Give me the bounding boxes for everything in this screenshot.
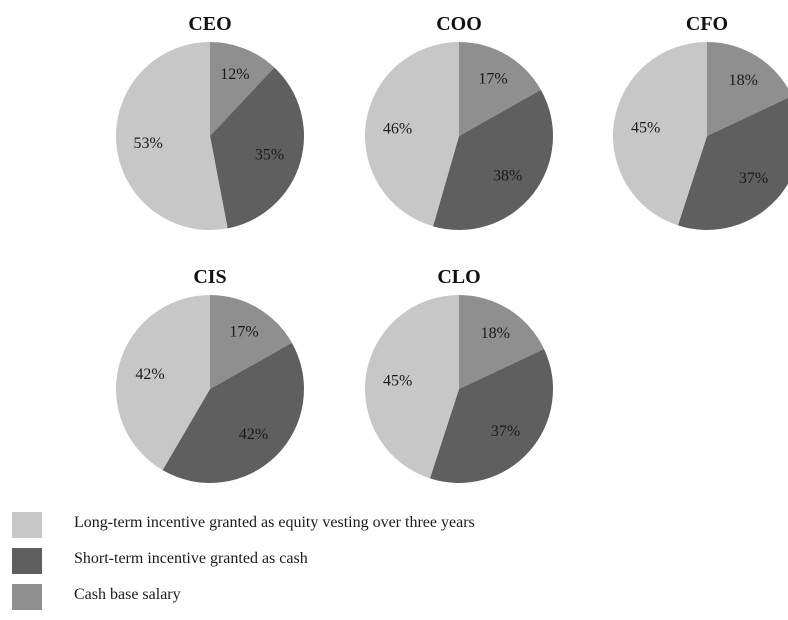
legend-swatch-cash-base: [12, 584, 42, 610]
pie-slice-ceo-cash-base: [210, 42, 275, 136]
slice-label-cfo-long-term: 45%: [631, 119, 660, 136]
pie-slice-clo-long-term: [364, 295, 459, 479]
pie-ceo: CEO 12% 35% 53%: [116, 13, 305, 230]
pie-slice-coo-cash-base: [459, 42, 541, 136]
slice-label-cis-long-term: 42%: [135, 366, 164, 383]
pie-slice-cis-long-term: [116, 295, 210, 471]
pie-slice-clo-short-term: [429, 348, 553, 483]
pie-slice-cis-short-term: [162, 342, 304, 483]
pie-cfo: CFO 18% 37% 45%: [612, 13, 788, 230]
pie-slice-ceo-short-term: [210, 67, 305, 229]
pie-cis: CIS 17% 42% 42%: [116, 266, 304, 483]
slice-label-cis-cash-base: 17%: [229, 324, 258, 341]
legend-label-long-term: Long-term incentive granted as equity ve…: [74, 514, 475, 531]
legend-label-cash-base: Cash base salary: [74, 586, 181, 603]
pie-slice-cfo-cash-base: [707, 42, 788, 136]
slice-label-coo-short-term: 38%: [493, 168, 522, 185]
slice-label-clo-short-term: 37%: [491, 423, 520, 440]
legend-item-long-term: Long-term incentive granted as equity ve…: [12, 508, 712, 544]
pie-slice-coo-long-term: [365, 42, 459, 227]
pie-slice-cfo-short-term: [677, 97, 788, 230]
legend-swatch-long-term: [12, 512, 42, 538]
legend-item-short-term: Short-term incentive granted as cash: [12, 544, 712, 580]
pie-slice-clo-cash-base: [459, 295, 545, 389]
legend: Long-term incentive granted as equity ve…: [12, 508, 712, 616]
slice-label-clo-long-term: 45%: [383, 372, 412, 389]
legend-item-cash-base: Cash base salary: [12, 580, 712, 616]
slice-label-cfo-short-term: 37%: [739, 170, 768, 187]
legend-label-short-term: Short-term incentive granted as cash: [74, 550, 308, 567]
slice-label-cfo-cash-base: 18%: [729, 72, 758, 89]
slice-label-ceo-long-term: 53%: [134, 135, 163, 152]
pie-title-coo: COO: [436, 13, 482, 35]
pie-coo: COO 17% 38% 46%: [365, 13, 553, 230]
pie-slice-ceo-long-term: [116, 42, 228, 230]
slice-label-cis-short-term: 42%: [239, 426, 268, 443]
pie-title-cfo: CFO: [686, 13, 728, 35]
legend-swatch-short-term: [12, 548, 42, 574]
pie-title-ceo: CEO: [188, 13, 231, 35]
pie-title-cis: CIS: [193, 266, 226, 288]
pie-title-clo: CLO: [437, 266, 480, 288]
slice-label-ceo-short-term: 35%: [255, 146, 284, 163]
slice-label-coo-cash-base: 17%: [478, 71, 507, 88]
pie-slice-cis-cash-base: [210, 295, 292, 389]
slice-label-ceo-cash-base: 12%: [220, 66, 249, 83]
slice-label-coo-long-term: 46%: [383, 120, 412, 137]
slice-label-clo-cash-base: 18%: [481, 325, 510, 342]
pie-clo: CLO 18% 37% 45%: [364, 266, 553, 483]
pie-slice-coo-short-term: [433, 89, 553, 230]
pie-slice-cfo-long-term: [612, 41, 707, 226]
